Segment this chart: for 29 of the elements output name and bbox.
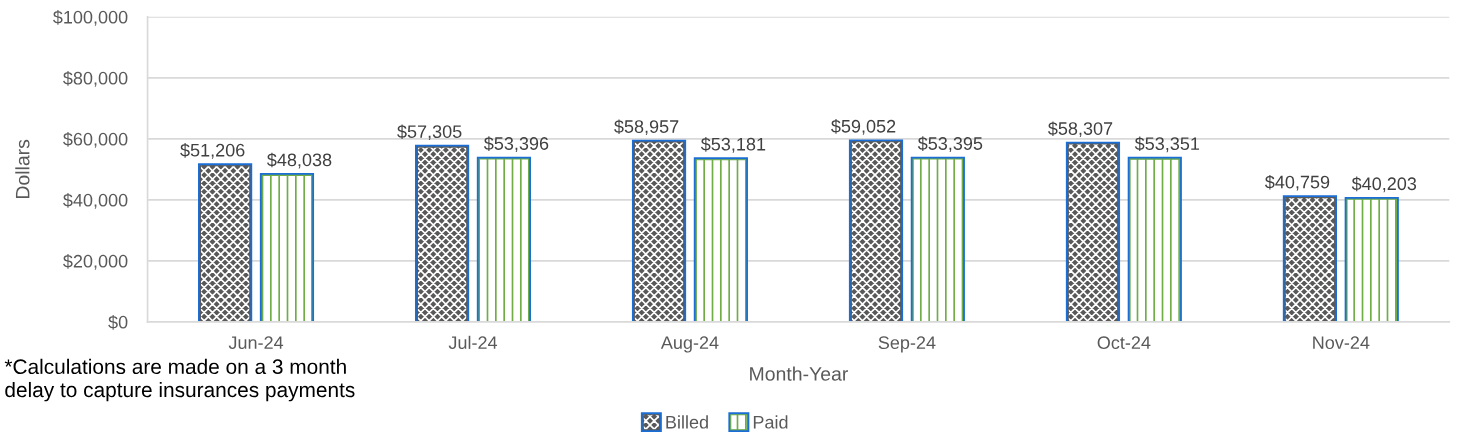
legend-label: Billed [666,415,708,429]
data-label: $53,396 [483,136,549,153]
data-label: $57,305 [397,124,462,141]
text: *Calculations are made on a 3 month delay to capture insurances payments [4,358,355,402]
data-label: $40,759 [1264,174,1330,191]
data-label: $53,181 [700,137,766,153]
data-label: $58,307 [1048,121,1113,138]
x-axis-title: Month-Year [750,366,849,381]
y-tick-label: $0 [108,315,128,330]
data-label: $53,351 [1134,136,1200,153]
data-label: $48,038 [267,152,332,169]
x-tick-label: Oct-24 [1097,336,1151,350]
data-label: $40,203 [1351,176,1417,193]
y-tick-label: $40,000 [63,193,128,209]
y-tick-label: $80,000 [63,71,128,87]
x-tick-label: Nov-24 [1313,336,1370,350]
x-tick-label: Jul-24 [448,335,498,350]
x-tick-label: Aug-24 [660,336,719,353]
data-label: $53,395 [917,136,983,153]
data-label: $51,206 [180,143,245,159]
y-tick-label: $100,000 [53,10,128,26]
data-label: $59,052 [831,119,896,135]
legend-label: Paid [753,415,788,429]
y-axis-title: Dollars [15,139,30,199]
y-tick-label: $20,000 [63,254,128,270]
data-label: $58,957 [614,119,679,136]
x-tick-label: Jun-24 [228,336,284,350]
x-tick-label: Sep-24 [878,336,936,353]
y-tick-label: $60,000 [63,132,128,148]
